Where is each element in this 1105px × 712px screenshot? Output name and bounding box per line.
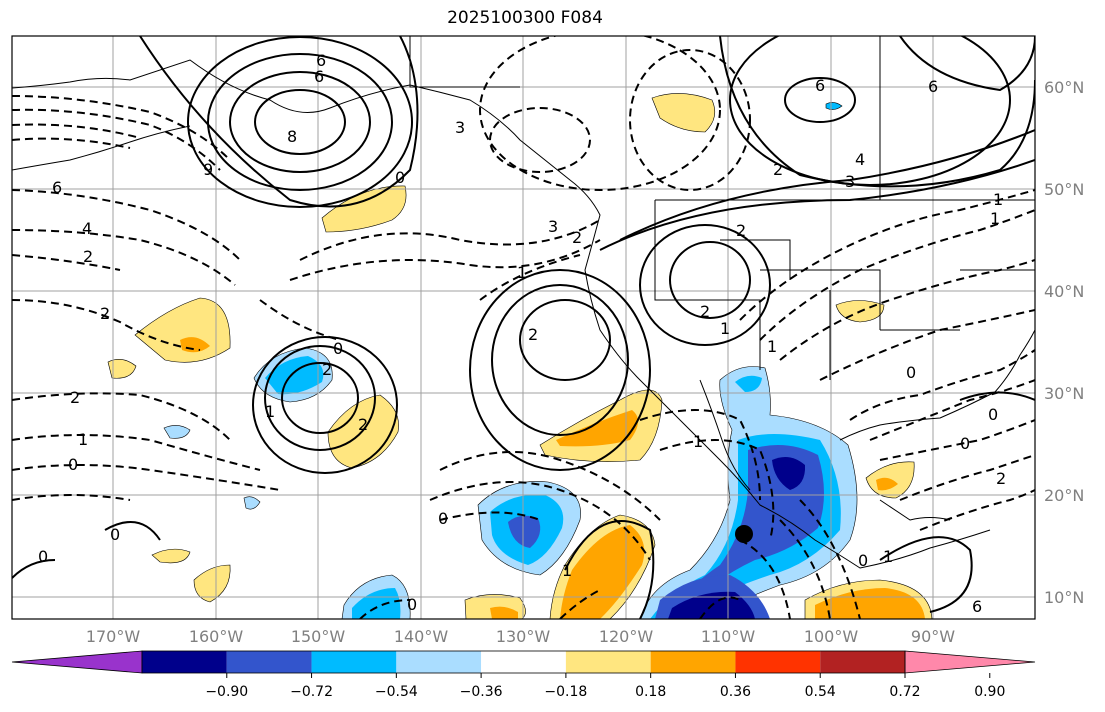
colorbar-outline xyxy=(141,650,906,674)
contour-label: 3 xyxy=(845,172,855,191)
colorbar-segment xyxy=(735,651,821,673)
contour-label: 2 xyxy=(736,221,746,240)
lon-tick-label: 140°W xyxy=(394,627,449,646)
colorbar-extend-low xyxy=(11,650,143,674)
contour-label: 0 xyxy=(395,168,405,187)
contour-label: 1 xyxy=(693,432,703,451)
contour-label: 1 xyxy=(767,337,777,356)
colorbar-tick-label: 0.72 xyxy=(889,684,920,700)
colorbar: −0.90 −0.72 −0.54 −0.36 −0.18 0.18 0.36 0.54 0.7… xyxy=(11,650,1036,700)
lat-tick-label: 10°N xyxy=(1044,588,1084,607)
contour-label: 0 xyxy=(68,455,78,474)
colorbar-segment xyxy=(226,651,312,673)
contour-label: 9 xyxy=(203,160,213,179)
storm-marker xyxy=(735,525,753,543)
lat-tick-label: 40°N xyxy=(1044,282,1084,301)
longitude-labels: 170°W 160°W 150°W 140°W 130°W 120°W 110°… xyxy=(86,627,955,646)
latitude-labels: 60°N 50°N 40°N 30°N 20°N 10°N xyxy=(1044,78,1084,607)
lon-tick-label: 110°W xyxy=(701,627,756,646)
lat-tick-label: 20°N xyxy=(1044,486,1084,505)
colorbar-extend-high xyxy=(904,650,1036,674)
colorbar-tick-label: 0.54 xyxy=(805,684,836,700)
contour-label: 2 xyxy=(528,325,538,344)
colorbar-tick-label: −0.90 xyxy=(205,684,248,700)
contour-label: 1 xyxy=(517,263,527,282)
lon-tick-label: 130°W xyxy=(496,627,551,646)
contour-label: 2 xyxy=(83,247,93,266)
contour-label: 2 xyxy=(358,415,368,434)
colorbar-tick-label: −0.72 xyxy=(290,684,333,700)
contour-label: 0 xyxy=(960,434,970,453)
contour-label: 1 xyxy=(78,430,88,449)
contour-label: 1 xyxy=(265,402,275,421)
contour-label: 0 xyxy=(38,547,48,566)
lon-tick-label: 120°W xyxy=(599,627,654,646)
colorbar-segment xyxy=(481,651,566,673)
colorbar-segment xyxy=(142,651,227,673)
contour-label: 1 xyxy=(990,209,1000,228)
map-frame xyxy=(11,35,1036,620)
colorbar-tick-label: −0.36 xyxy=(460,684,503,700)
contour-label: 6 xyxy=(972,597,982,616)
contour-labels: 6 8 6 3 9 6 4 2 6 2 4 3 6 0 3 2 1 2 2 1 … xyxy=(38,51,1006,616)
contour-label: 2 xyxy=(996,469,1006,488)
contour-label: 1 xyxy=(993,190,1003,209)
contour-label: 4 xyxy=(82,219,92,238)
map-title: 2025100300 F084 xyxy=(447,8,603,28)
contour-label: 6 xyxy=(52,178,62,197)
colorbar-tick-label: −0.18 xyxy=(544,684,587,700)
contour-label: 6 xyxy=(928,77,938,96)
contour-label: 0 xyxy=(988,405,998,424)
coastlines xyxy=(12,36,1035,569)
contour-label: 2 xyxy=(322,360,332,379)
contour-label: 0 xyxy=(110,525,120,544)
colorbar-segment xyxy=(820,651,905,673)
contour-lines-dashed xyxy=(12,36,1035,619)
colorbar-tick-label: 0.18 xyxy=(635,684,666,700)
contour-label: 1 xyxy=(883,547,893,566)
contour-label: 3 xyxy=(455,118,465,137)
colorbar-tick-label: 0.90 xyxy=(974,684,1005,700)
contour-label: 2 xyxy=(700,302,710,321)
contour-label: 1 xyxy=(562,561,572,580)
contour-label: 0 xyxy=(333,339,343,358)
contour-label: 6 xyxy=(316,51,326,70)
contour-label: 2 xyxy=(773,160,783,179)
colorbar-segment xyxy=(396,651,482,673)
contour-label: 0 xyxy=(858,551,868,570)
contour-label: 3 xyxy=(548,217,558,236)
lon-tick-label: 170°W xyxy=(86,627,141,646)
lon-tick-label: 160°W xyxy=(189,627,244,646)
contour-label: 1 xyxy=(720,319,730,338)
lat-tick-label: 50°N xyxy=(1044,180,1084,199)
contour-lines xyxy=(12,36,1035,619)
contour-label: 2 xyxy=(100,304,110,323)
contour-label: 6 xyxy=(815,76,825,95)
contour-label: 2 xyxy=(70,388,80,407)
contour-label: 0 xyxy=(906,363,916,382)
contour-label: 2 xyxy=(572,228,582,247)
contour-label: 0 xyxy=(407,595,417,614)
colorbar-segment xyxy=(650,651,736,673)
colorbar-tick-label: −0.54 xyxy=(375,684,418,700)
contour-label: 6 xyxy=(314,67,324,86)
lon-tick-label: 150°W xyxy=(291,627,346,646)
lon-tick-label: 90°W xyxy=(911,627,955,646)
colorbar-tick-label: 0.36 xyxy=(720,684,751,700)
lon-tick-label: 100°W xyxy=(804,627,859,646)
contour-label: 8 xyxy=(287,127,297,146)
colorbar-segment xyxy=(565,651,651,673)
colorbar-segment xyxy=(311,651,397,673)
lat-tick-label: 30°N xyxy=(1044,384,1084,403)
contour-label: 4 xyxy=(855,150,865,169)
lat-tick-label: 60°N xyxy=(1044,78,1084,97)
contour-label: 0 xyxy=(438,509,448,528)
